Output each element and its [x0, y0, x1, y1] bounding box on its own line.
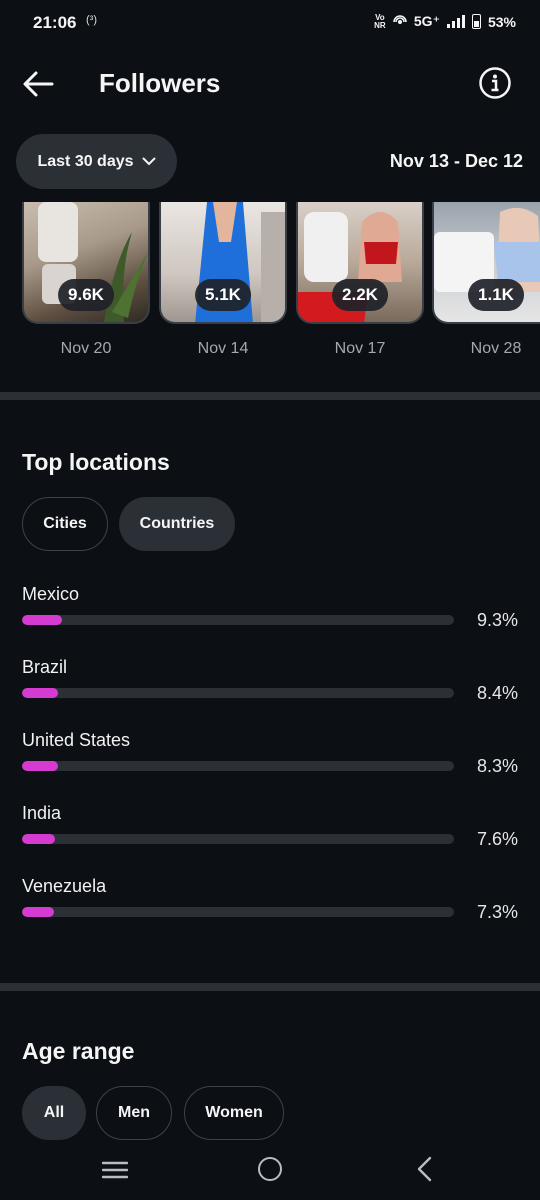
app-header: Followers — [0, 56, 540, 112]
chip-women[interactable]: Women — [184, 1086, 284, 1140]
thumbnail-image: 1.1K — [432, 202, 540, 324]
system-nav-bar — [0, 1140, 540, 1200]
thumbnail-view-count: 2.2K — [332, 279, 388, 311]
location-percent: 7.6% — [476, 829, 518, 849]
section-divider — [0, 983, 540, 991]
location-bar-track — [22, 907, 454, 917]
content-thumbnail[interactable]: 1.1K Nov 28 — [432, 202, 540, 358]
signal-icon — [446, 15, 465, 28]
status-time: 21:06 — [33, 13, 77, 32]
content-thumbnail[interactable]: 2.2K Nov 17 — [296, 202, 424, 358]
location-bar-track — [22, 688, 454, 698]
status-bar: 21:06 (³) Vo NR 5G⁺ 53% — [0, 0, 540, 44]
battery-icon — [471, 14, 481, 29]
top-content-carousel[interactable]: 9.6K Nov 20 5.1K Nov 14 — [0, 202, 540, 372]
location-percent: 7.3% — [476, 902, 518, 922]
content-thumbnail[interactable]: 5.1K Nov 14 — [159, 202, 287, 358]
info-icon[interactable] — [478, 66, 512, 100]
location-bar-fill — [22, 615, 63, 625]
location-row: Venezuela 7.3% — [22, 876, 522, 936]
arrow-left-icon[interactable] — [20, 66, 56, 102]
chevron-down-icon — [142, 157, 156, 166]
nav-back-icon[interactable] — [414, 1156, 436, 1182]
location-bar-track — [22, 761, 454, 771]
chip-label: Men — [118, 1104, 150, 1121]
location-row: Mexico 9.3% — [22, 584, 522, 644]
location-name: Venezuela — [22, 876, 107, 896]
home-circle-icon[interactable] — [258, 1157, 282, 1181]
section-divider — [0, 392, 540, 400]
location-name: India — [22, 803, 62, 823]
thumbnail-view-count: 9.6K — [58, 279, 114, 311]
status-right-group: Vo NR 5G⁺ 53% — [374, 13, 516, 30]
location-name: United States — [22, 730, 131, 750]
location-name: Brazil — [22, 657, 68, 677]
content-thumbnail[interactable]: 9.6K Nov 20 — [22, 202, 150, 358]
location-percent: 8.3% — [476, 756, 518, 776]
thumbnail-date: Nov 14 — [197, 340, 249, 357]
location-name: Mexico — [22, 584, 80, 604]
chip-cities[interactable]: Cities — [22, 497, 108, 551]
location-bar-track — [22, 615, 454, 625]
chip-label: Cities — [43, 515, 87, 532]
location-row: United States 8.3% — [22, 730, 522, 790]
location-bar-fill — [22, 834, 55, 844]
thumbnail-image: 2.2K — [296, 202, 424, 324]
location-bar-fill — [22, 907, 54, 917]
thumbnail-view-count: 5.1K — [195, 279, 251, 311]
thumbnail-image: 9.6K — [22, 202, 150, 324]
location-row: Brazil 8.4% — [22, 657, 522, 717]
vonr-icon: Vo NR — [374, 12, 386, 30]
age-range-title: Age range — [22, 1038, 135, 1064]
chip-men[interactable]: Men — [96, 1086, 172, 1140]
network-type: 5G⁺ — [413, 13, 440, 29]
location-bar-fill — [22, 761, 58, 771]
date-range-label: Last 30 days — [37, 152, 134, 170]
location-percent: 8.4% — [476, 683, 518, 703]
recent-apps-icon[interactable] — [102, 1160, 128, 1180]
location-percent: 9.3% — [476, 610, 518, 630]
chip-label: All — [43, 1104, 65, 1121]
page-title: Followers — [99, 68, 221, 98]
battery-percent: 53% — [487, 13, 516, 30]
date-range-dropdown[interactable]: Last 30 days — [16, 134, 177, 189]
thumbnail-image: 5.1K — [159, 202, 287, 324]
top-locations-title: Top locations — [22, 449, 170, 475]
chip-countries[interactable]: Countries — [119, 497, 235, 551]
location-bar-fill — [22, 688, 59, 698]
thumbnail-date: Nov 20 — [60, 340, 112, 357]
thumbnail-view-count: 1.1K — [468, 279, 524, 311]
date-range-text: Nov 13 - Dec 12 — [389, 151, 523, 171]
hotspot-icon: (³) — [86, 14, 97, 26]
chip-label: Women — [205, 1104, 263, 1121]
thumbnail-date: Nov 17 — [334, 340, 386, 357]
wifi-calling-icon — [393, 14, 407, 24]
location-bar-track — [22, 834, 454, 844]
thumbnail-date: Nov 28 — [470, 340, 522, 357]
chip-label: Countries — [139, 515, 215, 532]
location-row: India 7.6% — [22, 803, 522, 863]
chip-all[interactable]: All — [22, 1086, 86, 1140]
